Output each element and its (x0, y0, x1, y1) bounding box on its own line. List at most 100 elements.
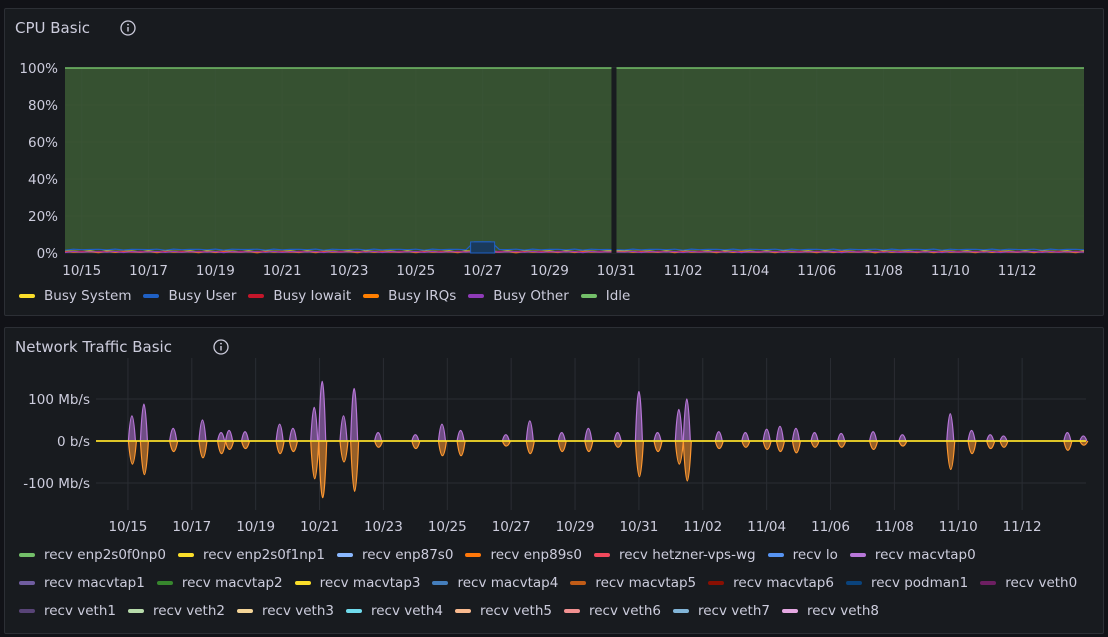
traffic-spike-up (501, 434, 510, 442)
x-tick-label: 11/08 (875, 519, 914, 535)
legend-item[interactable]: recv veth8 (782, 601, 879, 621)
legend-swatch (346, 609, 362, 613)
legend-item[interactable]: recv macvtap3 (294, 573, 421, 593)
traffic-spike-up (275, 423, 284, 442)
legend-item[interactable]: recv macvtap4 (432, 573, 558, 593)
traffic-spike-down (310, 440, 320, 480)
legend-label: recv macvtap3 (319, 575, 421, 591)
legend-item[interactable]: recv macvtap0 (849, 545, 976, 565)
legend-item[interactable]: Busy IRQs (363, 286, 456, 306)
traffic-spike-down (374, 440, 384, 448)
legend-item[interactable]: recv enp2s0f0np0 (19, 545, 166, 565)
traffic-spike-up (350, 387, 359, 442)
legend-item[interactable]: recv macvtap6 (708, 573, 834, 593)
legend-label: recv enp89s0 (490, 547, 582, 563)
traffic-spike-down (999, 440, 1009, 448)
traffic-spike-down (791, 440, 802, 454)
traffic-spike-down (224, 440, 235, 450)
legend-item[interactable]: recv veth6 (564, 601, 661, 621)
legend-item[interactable]: Busy Other (468, 286, 569, 306)
network-chart: 100 Mb/s 0 b/s -100 Mb/s 10/15 10/17 10/19 10/… (23, 358, 1089, 535)
legend-item[interactable]: recv veth5 (455, 601, 552, 621)
legend-label: recv macvtap2 (181, 575, 283, 591)
legend-item[interactable]: Busy System (19, 286, 131, 306)
legend-item[interactable]: recv veth2 (128, 601, 225, 621)
legend-label: recv enp87s0 (361, 547, 454, 563)
traffic-spike-up (127, 415, 137, 442)
traffic-spike-up (653, 432, 662, 442)
traffic-spike-down (437, 440, 448, 457)
traffic-spike-up (1063, 432, 1072, 442)
traffic-spike-down (898, 440, 908, 447)
legend-label: recv veth7 (698, 603, 770, 619)
legend-item[interactable]: Busy User (143, 286, 236, 306)
legend-swatch (432, 581, 449, 585)
traffic-spike-down (127, 440, 138, 465)
traffic-spike-down (869, 440, 879, 450)
legend-swatch (177, 553, 194, 557)
legend-item[interactable]: recv macvtap5 (570, 573, 696, 593)
traffic-spike-up (674, 408, 683, 442)
traffic-spike-up (318, 381, 327, 442)
legend-label: recv macvtap4 (457, 575, 559, 591)
info-icon[interactable] (119, 19, 137, 37)
legend-item[interactable]: recv enp87s0 (336, 545, 454, 565)
legend-item[interactable]: recv veth3 (237, 601, 334, 621)
legend-item[interactable]: Idle (580, 286, 630, 306)
y-tick-label: 80% (28, 98, 58, 114)
traffic-spike-down (411, 440, 421, 450)
traffic-spike-up (967, 429, 976, 442)
legend-item[interactable]: Busy Iowait (248, 286, 351, 306)
legend-swatch (19, 294, 35, 298)
panel-title[interactable]: Network Traffic Basic (15, 338, 172, 356)
traffic-spike-down (318, 440, 328, 498)
idle-area (616, 68, 1084, 253)
legend-label: Busy IRQs (388, 288, 457, 304)
legend-swatch (143, 294, 160, 298)
traffic-spike-up (310, 406, 319, 442)
info-icon[interactable] (212, 338, 230, 356)
traffic-spike-down (275, 440, 285, 455)
x-tick-label: 10/29 (530, 263, 569, 279)
legend-label: recv podman1 (870, 575, 969, 591)
legend-item[interactable]: recv enp89s0 (465, 545, 582, 565)
cpu-series-line (64, 250, 1085, 254)
legend-item[interactable]: recv veth1 (19, 601, 116, 621)
legend-item[interactable]: recv enp2s0f1np1 (177, 545, 325, 565)
legend-item[interactable]: recv macvtap2 (156, 573, 283, 593)
traffic-spike-down (216, 440, 227, 455)
traffic-spike-up (986, 434, 995, 442)
legend-item[interactable]: recv hetzner-vps-wg (593, 545, 756, 565)
network-traffic-panel: Network Traffic Basic 100 Mb/s 0 b/s -100 … (4, 327, 1104, 634)
x-tick-label: 11/04 (730, 263, 769, 279)
x-tick-label: 10/19 (236, 519, 275, 535)
traffic-spike-up (374, 432, 383, 442)
traffic-spike-down (762, 440, 772, 450)
legend-swatch (19, 609, 35, 613)
legend-item[interactable]: recv veth0 (980, 573, 1077, 593)
legend-item[interactable]: recv veth7 (673, 601, 770, 621)
traffic-spike-up (714, 431, 723, 442)
legend-swatch (156, 581, 173, 585)
x-tick-label: 10/21 (263, 263, 302, 279)
legend-item[interactable]: recv macvtap1 (19, 573, 145, 593)
y-tick-label: 100% (19, 61, 58, 77)
legend-item[interactable]: recv veth4 (346, 601, 443, 621)
traffic-spike-down (674, 440, 684, 465)
y-tick-label: 100 Mb/s (28, 392, 90, 408)
legend-label: recv veth5 (480, 603, 552, 619)
x-tick-label: 10/17 (129, 263, 168, 279)
legend-item[interactable]: recv podman1 (845, 573, 969, 593)
legend-swatch (708, 581, 725, 585)
x-tick-label: 10/27 (463, 263, 502, 279)
cpu-chart: 0% 20% 40% 60% 80% 100% 10/15 10/17 10/19 10/21 10… (19, 61, 1085, 279)
traffic-spike-up (999, 435, 1008, 442)
legend-item[interactable]: recv lo (767, 545, 838, 565)
legend-swatch (570, 581, 587, 585)
legend-label: recv enp2s0f1np1 (202, 547, 325, 563)
traffic-spike-up (139, 403, 149, 442)
x-tick-label: 10/19 (196, 263, 235, 279)
legend-label: recv veth6 (589, 603, 661, 619)
traffic-spike-down (584, 440, 594, 453)
panel-title[interactable]: CPU Basic (15, 19, 90, 37)
